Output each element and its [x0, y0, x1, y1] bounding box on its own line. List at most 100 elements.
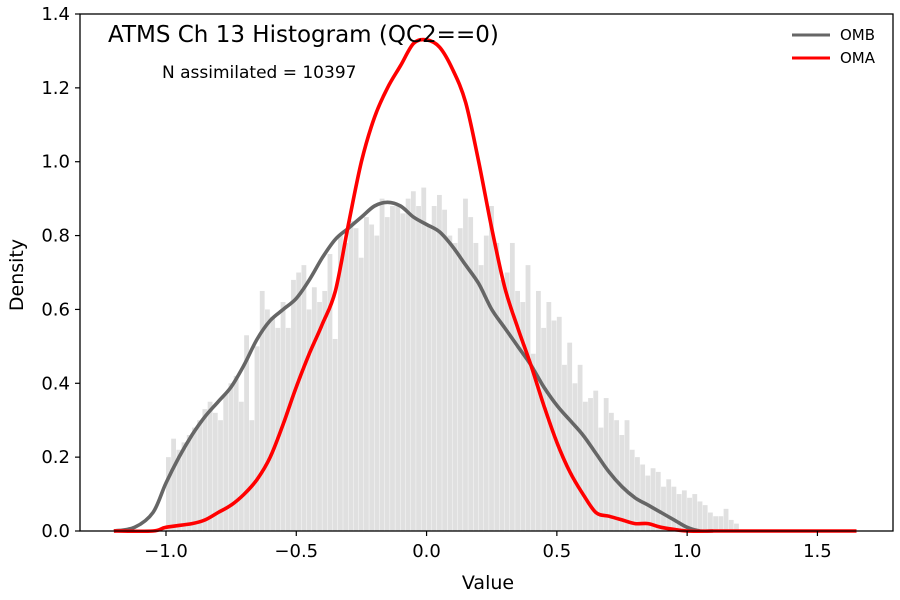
histogram-bar — [635, 457, 640, 531]
y-tick-label: 0.6 — [41, 299, 70, 320]
legend-label-oma: OMA — [840, 49, 876, 67]
histogram-bar — [353, 228, 359, 531]
histogram-bar — [296, 272, 302, 531]
histogram-bar — [301, 265, 307, 531]
histogram-bar — [395, 206, 401, 531]
histogram-bar — [176, 449, 182, 531]
histogram-bar — [713, 516, 719, 531]
histogram-bar — [416, 206, 421, 531]
histogram-bar — [509, 242, 515, 531]
y-tick-label: 0.8 — [41, 226, 70, 247]
histogram-bar — [655, 471, 661, 531]
histogram-bar — [723, 508, 729, 531]
y-tick-label: 1.0 — [41, 152, 70, 173]
histogram-bar — [171, 438, 177, 531]
histogram-bar — [593, 390, 599, 531]
y-axis-label: Density — [6, 239, 28, 311]
histogram-bar — [572, 383, 578, 531]
histogram-bar — [588, 398, 593, 531]
histogram-bar — [332, 338, 338, 531]
histogram-bar — [582, 401, 588, 531]
histogram-bar — [499, 279, 505, 531]
histogram-bar — [218, 420, 223, 531]
histogram-bar — [192, 427, 197, 531]
x-tick-label: 1.0 — [673, 541, 702, 562]
histogram-bar — [228, 383, 234, 531]
histogram-bar — [577, 364, 583, 531]
histogram-bar — [311, 287, 317, 531]
series-line-omb — [113, 200, 714, 534]
legend-label-omb: OMB — [840, 26, 875, 44]
histogram-bar — [265, 309, 270, 531]
histogram-bar — [390, 206, 395, 531]
histogram-bar — [697, 501, 703, 531]
chart-title: ATMS Ch 13 Histogram (QC2==0) — [108, 22, 499, 48]
histogram-bar — [337, 235, 343, 532]
histogram-bar — [687, 497, 692, 531]
y-tick-label: 1.4 — [41, 4, 70, 25]
histogram-bar — [212, 412, 218, 531]
histogram-bar — [181, 442, 187, 531]
histogram-bar — [707, 512, 713, 531]
histogram-bar — [562, 364, 567, 531]
histogram-bar — [421, 187, 427, 532]
histogram-bar — [405, 198, 411, 531]
histogram-bar — [536, 290, 541, 531]
histogram-bar — [718, 516, 724, 531]
histogram-bar — [640, 464, 646, 531]
histogram-bar — [603, 398, 609, 531]
histogram-bar — [541, 327, 547, 531]
histogram-bar — [629, 449, 635, 531]
plot-frame — [79, 13, 894, 532]
histogram-bar — [681, 490, 687, 531]
x-tick-label: 0.0 — [412, 541, 441, 562]
histogram-bar — [734, 523, 739, 531]
histogram-bar — [197, 420, 203, 531]
histogram-bar — [671, 486, 677, 531]
histogram-bar — [410, 191, 416, 531]
histogram-bar — [525, 265, 531, 531]
histogram-bar — [207, 401, 213, 531]
histogram-bar — [186, 434, 192, 531]
histogram-bar — [702, 505, 708, 531]
histogram-bar — [608, 412, 614, 531]
y-tick-label: 0.2 — [41, 447, 70, 468]
histogram-bar — [327, 254, 333, 532]
histogram-bar — [728, 519, 734, 531]
y-axis-ticks: 0.0 0.2 0.4 0.6 0.8 1.0 1.2 1.4 — [41, 4, 80, 542]
histogram-bar — [322, 290, 328, 531]
histogram-bar — [567, 342, 573, 531]
histogram-bar — [598, 427, 604, 531]
histogram-bar — [468, 217, 474, 531]
histogram-bar — [254, 346, 260, 531]
histogram-bar — [556, 316, 562, 531]
histogram-bar — [483, 235, 489, 532]
histogram-bar — [244, 335, 249, 531]
histogram-bar — [384, 217, 390, 531]
histogram-bar — [473, 242, 479, 531]
x-axis-label: Value — [462, 572, 514, 594]
histogram-bar — [165, 457, 171, 531]
x-tick-label: −1.0 — [144, 541, 188, 562]
histogram-bar — [442, 209, 448, 531]
histogram-bar — [478, 265, 484, 531]
histogram-bar — [369, 224, 375, 531]
histogram-bar — [436, 194, 442, 531]
histogram-bar — [666, 479, 672, 531]
histogram-bar — [285, 327, 291, 531]
histogram-bar — [504, 272, 510, 531]
histogram-bar — [661, 486, 666, 531]
histogram-bar — [317, 302, 322, 531]
histogram-bar — [692, 494, 698, 531]
histogram-bar — [489, 206, 494, 531]
histogram-bar — [280, 302, 286, 531]
x-tick-label: −0.5 — [274, 541, 318, 562]
histogram-bar — [530, 353, 536, 531]
histogram-bar — [452, 242, 458, 531]
histogram-bar — [238, 401, 244, 531]
histogram-bar — [223, 394, 229, 531]
histogram-bar — [515, 290, 520, 531]
y-tick-label: 0.4 — [41, 373, 70, 394]
